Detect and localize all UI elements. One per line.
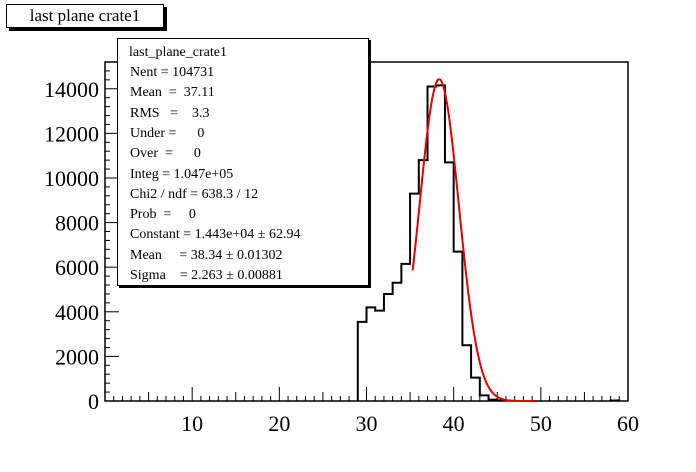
axis-ticks	[105, 70, 620, 401]
stat-row: Sigma = 2.263 ± 0.00881	[130, 268, 283, 283]
gaussian-fit-curve	[411, 78, 536, 402]
stat-row: Prob = 0	[130, 207, 196, 223]
stats-box: last_plane_crate1 Nent = 104731 Mean = 37…	[117, 38, 369, 286]
stat-row: Mean = 37.11	[130, 85, 215, 101]
y-tick-label: 4000	[55, 300, 99, 325]
y-tick-label: 0	[88, 389, 99, 414]
stat-row: Constant = 1.443e+04 ± 62.94	[130, 227, 301, 243]
axis-tick-labels: 10 20 30 40 50 60 0 2000 4000 6000 8000 10000 12000 1…	[44, 77, 639, 436]
stat-row: Under = 0	[130, 125, 205, 141]
stat-row: Integ = 1.047e+05	[130, 166, 234, 182]
stats-name: last_plane_crate1	[129, 45, 227, 60]
y-tick-label: 12000	[44, 121, 99, 146]
stat-row: Nent = 104731	[130, 65, 215, 80]
stat-row: Chi2 / ndf = 638.3 / 12	[130, 186, 259, 202]
y-tick-label: 10000	[44, 166, 99, 191]
stat-row: Mean = 38.34 ± 0.01302	[130, 247, 283, 263]
y-tick-label: 8000	[55, 211, 99, 236]
stat-row: Over = 0	[130, 146, 201, 162]
y-tick-label: 6000	[55, 255, 99, 280]
stat-row: RMS = 3.3	[130, 105, 210, 121]
x-tick-label: 60	[617, 411, 639, 436]
x-tick-label: 20	[268, 411, 290, 436]
x-tick-label: 40	[443, 411, 465, 436]
y-tick-label: 2000	[55, 344, 99, 369]
histogram-title: last plane crate1	[6, 4, 164, 28]
x-tick-label: 50	[530, 411, 552, 436]
histogram-line	[356, 84, 621, 402]
y-tick-label: 14000	[44, 77, 99, 102]
x-tick-label: 30	[356, 411, 378, 436]
x-tick-label: 10	[181, 411, 203, 436]
